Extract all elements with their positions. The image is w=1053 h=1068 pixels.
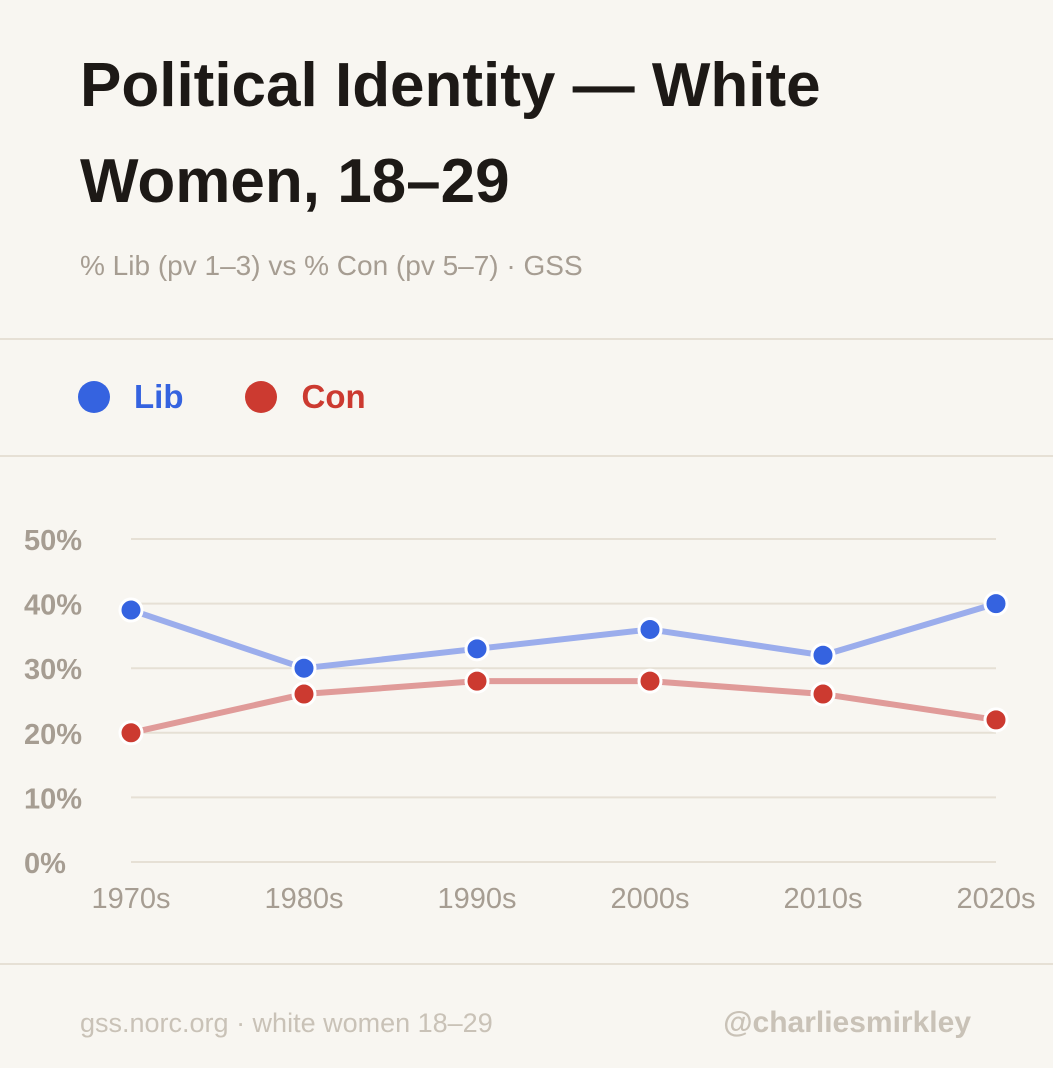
data-point-lib bbox=[464, 636, 490, 662]
x-tick-label: 2020s bbox=[956, 883, 1035, 915]
legend-item-lib: Lib bbox=[78, 378, 183, 416]
data-point-lib bbox=[291, 655, 317, 681]
chart-subtitle: % Lib (pv 1–3) vs % Con (pv 5–7) · GSS bbox=[80, 250, 583, 281]
legend-item-con: Con bbox=[245, 378, 366, 416]
line-chart: 0% 10% 20% 30% 40% 50% 1970s 1980s 1990s 2000s 201… bbox=[24, 525, 1036, 915]
x-tick-label: 1980s bbox=[264, 883, 343, 915]
y-tick-label: 20% bbox=[24, 719, 82, 751]
data-point-con bbox=[810, 681, 836, 707]
x-tick-label: 2000s bbox=[610, 883, 689, 915]
data-point-lib bbox=[810, 642, 836, 668]
data-point-con bbox=[291, 681, 317, 707]
y-tick-label: 40% bbox=[24, 590, 82, 622]
x-tick-label: 2010s bbox=[783, 883, 862, 915]
legend-label-lib: Lib bbox=[134, 378, 184, 415]
y-tick-label: 0% bbox=[24, 848, 66, 880]
y-tick-label: 10% bbox=[24, 783, 82, 815]
y-tick-label: 50% bbox=[24, 525, 82, 557]
footer-handle: @charliesmirkley bbox=[723, 1006, 971, 1039]
data-point-con bbox=[118, 720, 144, 746]
legend-swatch-con bbox=[245, 381, 278, 413]
legend: Lib Con bbox=[78, 378, 428, 416]
legend-divider bbox=[0, 455, 1053, 457]
y-tick-label: 30% bbox=[24, 654, 82, 686]
footer-source: gss.norc.org · white women 18–29 bbox=[80, 1008, 493, 1038]
header-divider bbox=[0, 338, 1053, 340]
legend-swatch-lib bbox=[78, 381, 110, 413]
data-point-con bbox=[464, 668, 490, 694]
series-line-lib bbox=[128, 600, 999, 672]
footer-divider bbox=[0, 963, 1053, 965]
data-point-lib bbox=[118, 597, 144, 623]
chart-title: Political Identity — White Women, 18–29 bbox=[80, 51, 821, 216]
data-point-lib bbox=[983, 591, 1009, 617]
x-tick-label: 1990s bbox=[437, 883, 516, 915]
series-line-con bbox=[128, 678, 999, 736]
legend-label-con: Con bbox=[301, 378, 366, 415]
x-tick-label: 1970s bbox=[91, 883, 170, 915]
data-point-con bbox=[983, 707, 1009, 733]
data-point-lib bbox=[637, 616, 663, 642]
data-point-con bbox=[637, 668, 663, 694]
